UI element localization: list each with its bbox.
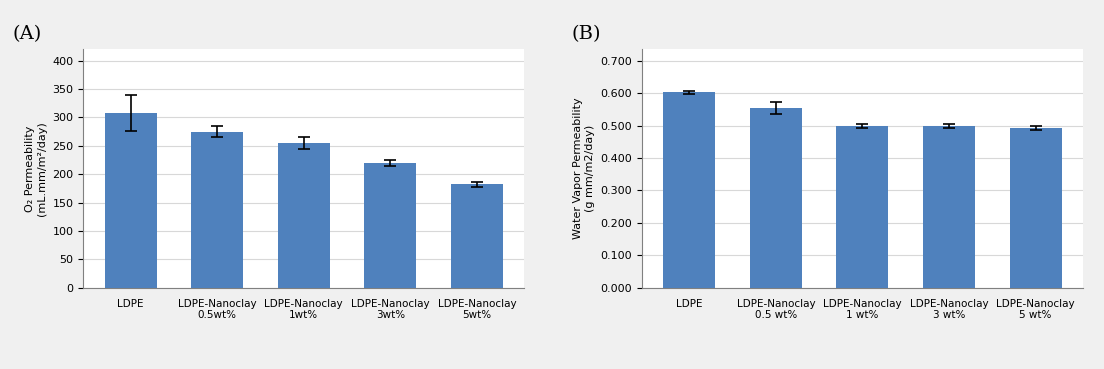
Text: LDPE-Nanoclay: LDPE-Nanoclay (178, 299, 256, 308)
Text: 0.5wt%: 0.5wt% (198, 310, 236, 321)
Text: LDPE-Nanoclay: LDPE-Nanoclay (351, 299, 429, 308)
Text: (B): (B) (571, 25, 601, 44)
Text: 0.5 wt%: 0.5 wt% (755, 310, 797, 321)
Text: LDPE-Nanoclay: LDPE-Nanoclay (824, 299, 902, 308)
Bar (750, 108, 802, 288)
Bar (923, 126, 975, 288)
Text: (A): (A) (12, 25, 42, 44)
Bar (364, 163, 416, 288)
Bar (1009, 128, 1062, 288)
Text: LDPE-Nanoclay: LDPE-Nanoclay (910, 299, 988, 308)
Text: LDPE: LDPE (117, 299, 144, 308)
Bar (837, 126, 889, 288)
Text: 1wt%: 1wt% (289, 310, 318, 321)
Text: LDPE-Nanoclay: LDPE-Nanoclay (437, 299, 517, 308)
Text: LDPE-Nanoclay: LDPE-Nanoclay (996, 299, 1075, 308)
Bar (105, 113, 157, 288)
Text: 3wt%: 3wt% (375, 310, 405, 321)
Text: LDPE-Nanoclay: LDPE-Nanoclay (736, 299, 815, 308)
Y-axis label: O₂ Permeability
(mL.mm/m²/day): O₂ Permeability (mL.mm/m²/day) (25, 121, 46, 216)
Text: 5wt%: 5wt% (463, 310, 491, 321)
Bar (191, 132, 243, 288)
Text: LDPE-Nanoclay: LDPE-Nanoclay (265, 299, 343, 308)
Bar (278, 143, 330, 288)
Text: LDPE: LDPE (676, 299, 702, 308)
Bar (664, 92, 715, 288)
Y-axis label: Water Vapor Permeability
(g mm/m2/day): Water Vapor Permeability (g mm/m2/day) (573, 98, 595, 239)
Text: 1 wt%: 1 wt% (847, 310, 879, 321)
Text: 5 wt%: 5 wt% (1019, 310, 1052, 321)
Bar (450, 184, 502, 288)
Text: 3 wt%: 3 wt% (933, 310, 965, 321)
